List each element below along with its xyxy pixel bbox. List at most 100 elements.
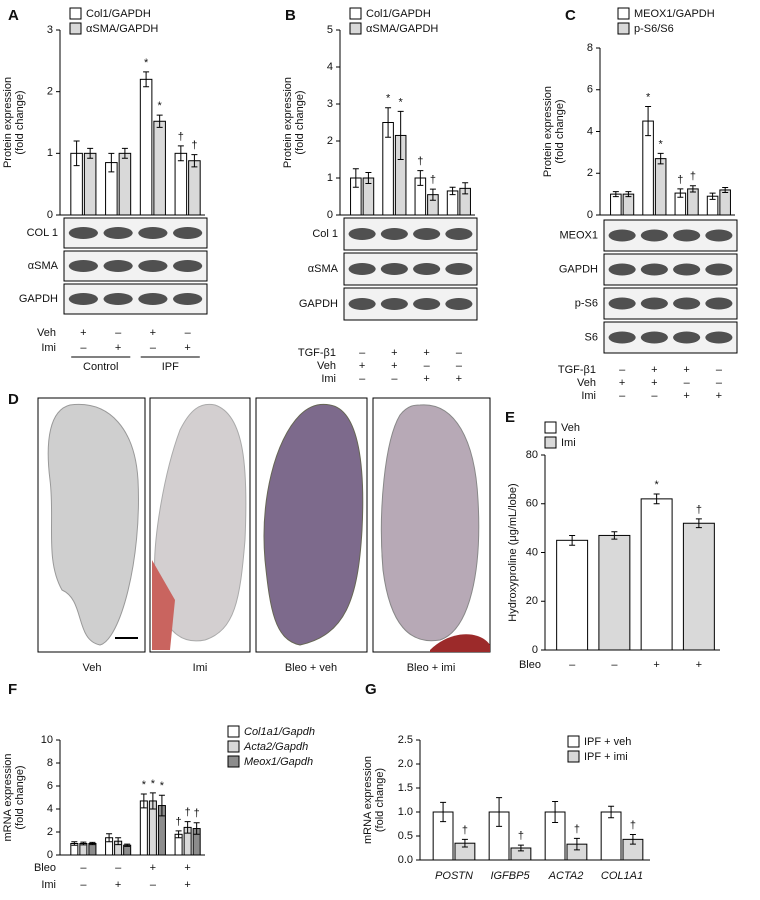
error-bar <box>417 170 424 186</box>
y-tick-label: 2 <box>47 826 53 838</box>
legend-label: Veh <box>561 422 580 434</box>
y-axis-label: (fold change) <box>14 765 26 829</box>
significance-mark: * <box>659 138 664 150</box>
error-bar <box>645 105 652 137</box>
y-tick-label: 40 <box>526 546 538 558</box>
blot-band <box>173 227 203 239</box>
y-tick-label: 5 <box>327 24 333 36</box>
bar <box>83 152 97 216</box>
condition-mark: + <box>115 342 121 354</box>
blot-label: GAPDH <box>299 298 338 310</box>
significance-mark: * <box>160 780 165 792</box>
blot-label: αSMA <box>308 263 339 275</box>
error-bar <box>677 188 684 198</box>
blot-label: MEOX1 <box>559 229 598 241</box>
blot-band <box>705 297 733 310</box>
error-bar <box>140 793 147 809</box>
condition-mark: – <box>716 377 723 389</box>
blot-band <box>103 227 133 239</box>
significance-mark: * <box>158 100 163 112</box>
legend-label: Col1/GAPDH <box>366 8 431 20</box>
y-tick-label: 0.0 <box>398 854 413 866</box>
error-bar <box>722 186 729 193</box>
y-axis-label: (fold change) <box>374 768 386 832</box>
significance-mark: † <box>178 131 184 143</box>
condition-label: Imi <box>321 373 336 385</box>
legend-swatch <box>227 725 240 738</box>
x-tick-label: POSTN <box>435 870 473 882</box>
condition-mark: – <box>619 364 626 376</box>
significance-mark: * <box>144 57 149 69</box>
significance-mark: * <box>654 479 659 491</box>
bar <box>610 193 622 216</box>
y-axis-label: (fold change) <box>294 90 306 154</box>
blot-band <box>380 298 408 310</box>
y-tick-label: 0 <box>587 209 593 221</box>
significance-mark: † <box>185 807 191 819</box>
error-bar <box>709 192 716 200</box>
error-bar <box>629 834 636 845</box>
legend-swatch <box>227 755 240 768</box>
y-tick-label: 2 <box>327 135 333 147</box>
condition-mark: – <box>80 342 87 354</box>
legend-label: IPF + veh <box>584 736 631 748</box>
legend-swatch <box>567 750 580 763</box>
error-bar <box>517 844 524 852</box>
y-tick-label: 4 <box>327 61 333 73</box>
blot-band <box>380 228 408 240</box>
blot-band <box>413 263 441 275</box>
condition-mark: + <box>619 377 625 389</box>
error-bar <box>71 841 78 846</box>
x-tick-label: ACTA2 <box>548 870 584 882</box>
blot-band <box>608 297 636 310</box>
legend-label: Col1/GAPDH <box>86 8 151 20</box>
blot-band <box>673 331 701 344</box>
bar <box>139 78 153 216</box>
condition-label: Veh <box>317 360 336 372</box>
error-bar <box>175 830 182 839</box>
blot-band <box>705 263 733 276</box>
blot-band <box>68 227 98 239</box>
blot-band <box>348 298 376 310</box>
error-bar <box>625 191 632 198</box>
chart-panel: C 0 2 4 6 8 Protein expression (fold change) * * †… <box>542 7 738 402</box>
significance-mark: † <box>574 823 580 835</box>
tissue <box>152 560 175 650</box>
error-bar <box>73 140 80 167</box>
chart-panel: B 0 1 2 3 4 5 Protein expression (fold change) * *… <box>282 7 478 385</box>
significance-mark: * <box>142 779 147 791</box>
bar <box>640 498 673 651</box>
bar <box>556 539 589 651</box>
y-tick-label: 1.0 <box>398 806 413 818</box>
error-bar <box>552 800 559 824</box>
y-tick-label: 3 <box>327 98 333 110</box>
legend-swatch <box>227 740 240 753</box>
blot-band <box>103 293 133 305</box>
bar <box>174 152 188 216</box>
lung-section <box>154 403 247 642</box>
blot-band <box>445 263 473 275</box>
chart-panel: A 0 1 2 3 Protein expression (fold change) * * † †… <box>2 7 208 373</box>
significance-mark: † <box>191 139 197 151</box>
significance-mark: † <box>630 819 636 831</box>
error-bar <box>608 805 615 819</box>
blot-band <box>138 260 168 272</box>
blot-band <box>673 297 701 310</box>
bar <box>598 534 631 651</box>
error-bar <box>106 833 113 843</box>
condition-mark: – <box>424 360 431 372</box>
y-tick-label: 0 <box>47 849 53 861</box>
y-tick-label: 2 <box>587 167 593 179</box>
error-bar <box>385 107 392 138</box>
legend-swatch <box>69 7 82 20</box>
legend-swatch <box>69 22 82 35</box>
blot-band <box>173 293 203 305</box>
legend-swatch <box>544 421 557 434</box>
significance-mark: * <box>151 778 156 790</box>
error-bar <box>191 154 198 168</box>
error-bar <box>573 837 580 851</box>
condition-mark: – <box>359 347 366 359</box>
condition-mark: + <box>651 364 657 376</box>
image-caption: Bleo + veh <box>285 662 337 674</box>
